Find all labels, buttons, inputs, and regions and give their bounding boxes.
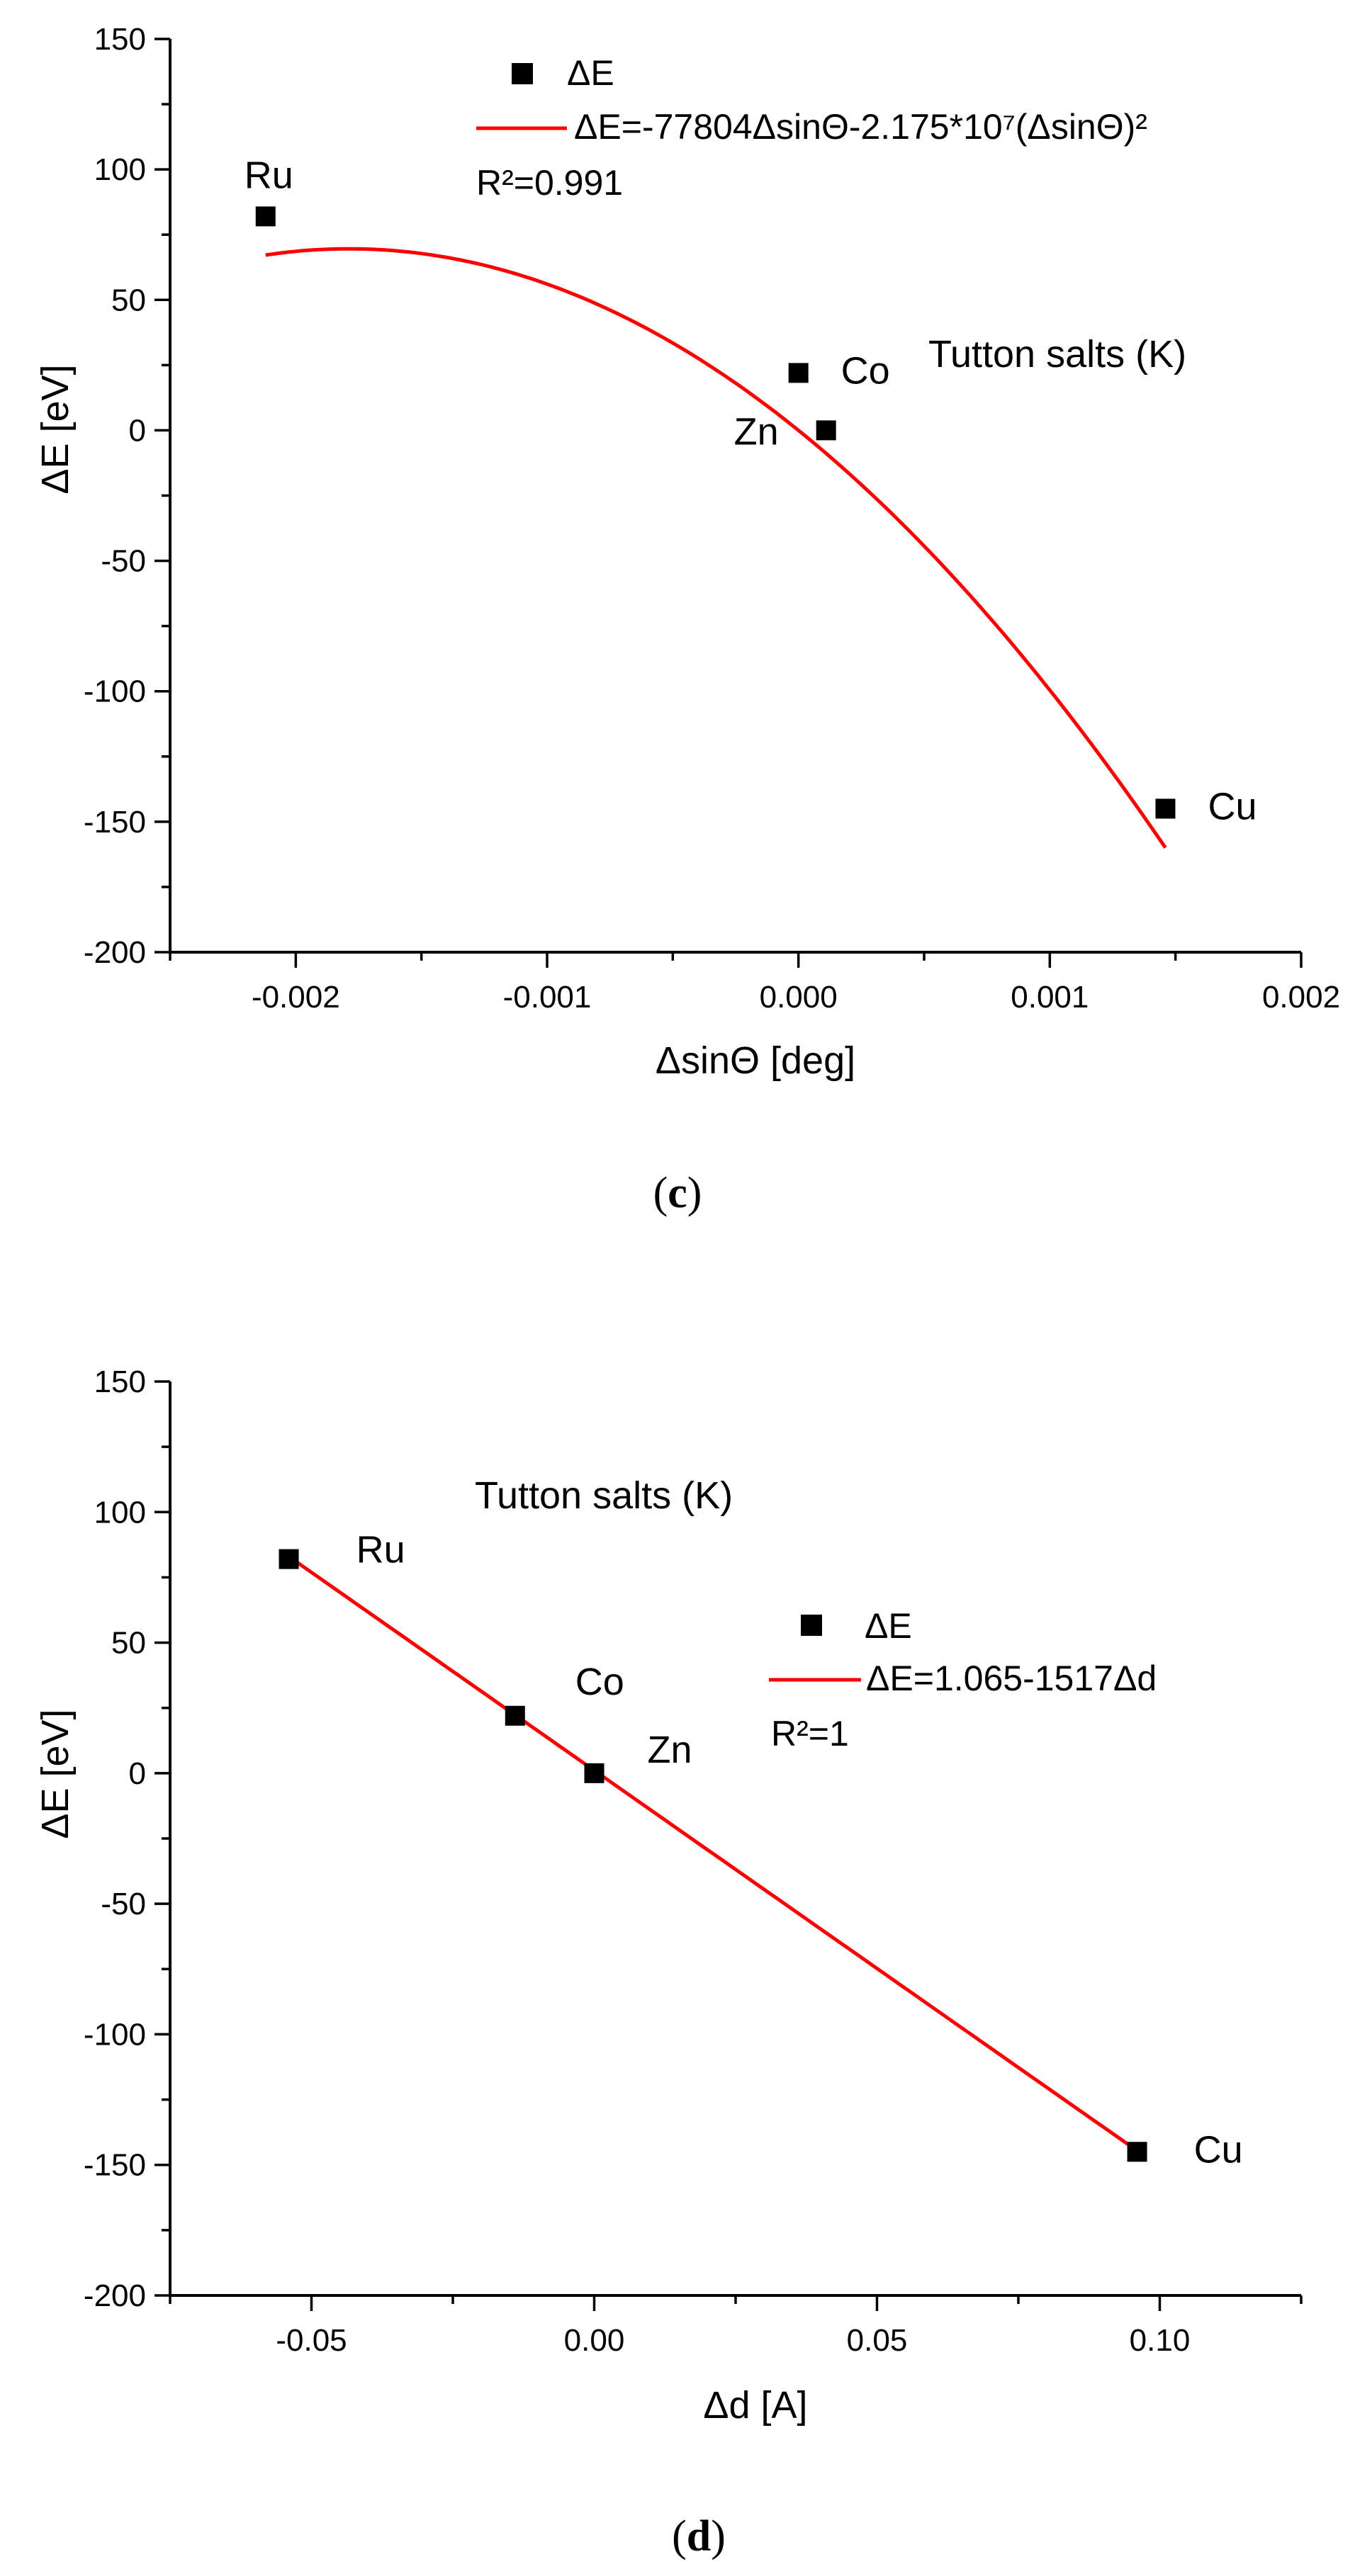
y-tick-label: -150: [84, 805, 146, 840]
data-point-zn: [816, 420, 836, 441]
point-label-cu: Cu: [1208, 785, 1256, 827]
y-axis-label: ΔE [eV]: [34, 364, 77, 494]
legend: ΔE ΔE=1.065-1517Δd R²=1: [769, 1606, 1157, 1753]
point-label-ru: Ru: [244, 154, 293, 196]
point-label-co: Co: [575, 1661, 624, 1703]
panel-caption-letter: d: [687, 2512, 711, 2560]
data-point-co: [505, 1705, 525, 1726]
y-tick-label: -200: [84, 935, 146, 970]
x-axis-ticks: -0.05 0.00 0.05 0.10: [169, 2295, 1303, 2358]
y-axis-ticks: -200 -150 -100 -50 0 50 100 150: [84, 1365, 170, 2313]
fit-path: [265, 247, 1167, 849]
data-point-ru: [279, 1549, 299, 1569]
fit-path: [288, 1554, 1139, 2152]
y-tick-label: 100: [94, 152, 146, 187]
y-axis-label: ΔE [eV]: [34, 1709, 77, 1838]
legend-point-label: ΔE: [567, 53, 614, 93]
data-point-zn: [584, 1763, 605, 1783]
panel-caption: (d): [672, 2512, 726, 2560]
y-tick-label: -150: [84, 2148, 146, 2183]
x-tick-label: -0.002: [252, 980, 340, 1015]
fit-curve: [265, 247, 1167, 849]
fit-line: [288, 1554, 1139, 2152]
x-tick-label: -0.05: [276, 2323, 347, 2358]
x-tick-label: 0.10: [1130, 2323, 1191, 2358]
y-tick-label: 100: [94, 1495, 146, 1530]
data-point-cu: [1127, 2142, 1147, 2162]
data-points: Ru Co Zn Cu: [279, 1529, 1243, 2171]
point-label-zn: Zn: [648, 1729, 692, 1771]
y-tick-label: 0: [129, 1756, 146, 1791]
x-axis-ticks: -0.002 -0.001 0.000 0.001 0.002: [169, 952, 1340, 1015]
x-tick-label: 0.002: [1262, 980, 1340, 1015]
y-tick-label: 150: [94, 1365, 146, 1399]
legend-r2-label: R²=1: [771, 1714, 849, 1753]
legend: ΔE ΔE=-77804ΔsinΘ-2.175*10⁷(ΔsinΘ)² R²=0…: [476, 53, 1147, 203]
y-tick-label: -50: [101, 1887, 146, 1921]
x-axis-label: ΔsinΘ [deg]: [656, 1039, 855, 1082]
chart-panel-d: -0.05 0.00 0.05 0.10 -200 -150 -100 -50 0 50 100 1…: [34, 1365, 1303, 2560]
panel-caption-letter: c: [668, 1169, 687, 1217]
legend-fit-label: ΔE=-77804ΔsinΘ-2.175*10⁷(ΔsinΘ)²: [574, 107, 1147, 147]
legend-r2-label: R²=0.991: [476, 163, 623, 203]
point-label-zn: Zn: [734, 410, 779, 453]
chart-axes: [169, 39, 1301, 954]
x-axis-label: Δd [A]: [703, 2384, 807, 2427]
legend-point-label: ΔE: [865, 1606, 912, 1646]
y-tick-label: -100: [84, 674, 146, 709]
y-tick-label: -200: [84, 2278, 146, 2313]
data-point-co: [788, 363, 809, 383]
legend-point-marker: [801, 1615, 822, 1636]
y-tick-label: 50: [111, 283, 146, 317]
y-axis-ticks: -200 -150 -100 -50 0 50 100 150: [84, 22, 170, 970]
x-tick-label: -0.001: [503, 980, 592, 1015]
chart-annotation: Tutton salts (K): [928, 333, 1186, 375]
legend-point-marker: [512, 63, 533, 84]
chart-annotation: Tutton salts (K): [475, 1474, 733, 1517]
y-tick-label: 50: [111, 1626, 146, 1661]
chart-panel-c: -0.002 -0.001 0.000 0.001 0.002 -200 -150 -100…: [34, 22, 1340, 1217]
data-point-ru: [255, 206, 276, 227]
point-label-ru: Ru: [356, 1529, 405, 1571]
data-points: Ru Co Zn Cu: [244, 154, 1257, 827]
x-tick-label: 0.00: [564, 2323, 625, 2358]
point-label-cu: Cu: [1194, 2128, 1243, 2171]
x-tick-label: 0.000: [760, 980, 838, 1015]
point-label-co: Co: [841, 349, 890, 392]
y-tick-label: 0: [129, 413, 146, 448]
legend-fit-label: ΔE=1.065-1517Δd: [866, 1659, 1157, 1698]
x-tick-label: 0.001: [1011, 980, 1089, 1015]
data-point-cu: [1155, 798, 1176, 819]
y-tick-label: 150: [94, 22, 146, 57]
panel-caption: (c): [653, 1169, 702, 1217]
y-tick-label: -100: [84, 2017, 146, 2052]
x-tick-label: 0.05: [847, 2323, 908, 2358]
y-tick-label: -50: [101, 544, 146, 579]
